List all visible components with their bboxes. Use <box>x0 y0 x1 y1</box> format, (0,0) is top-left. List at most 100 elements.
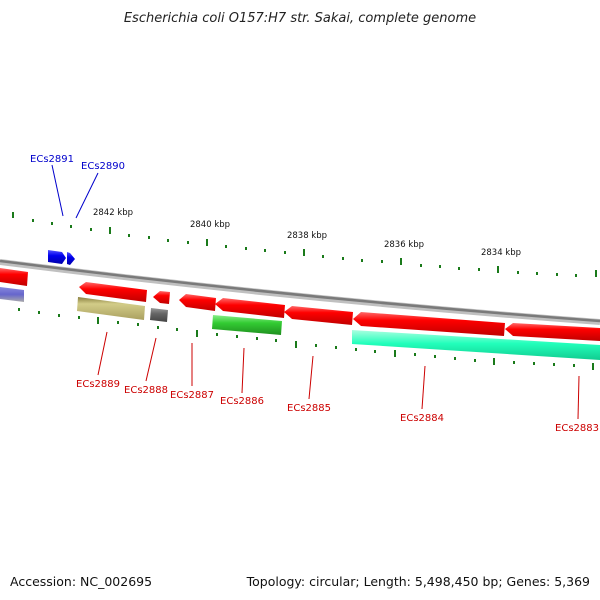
minor-tick <box>575 274 577 277</box>
inner-tick-ring <box>18 308 594 370</box>
gene-label-ECs2888[interactable]: ECs2888 <box>124 385 168 396</box>
gene-ECs2891-feature[interactable] <box>48 250 66 264</box>
minor-tick <box>18 308 20 311</box>
minor-tick <box>381 260 383 263</box>
major-tick <box>303 249 305 256</box>
teal-feature[interactable] <box>352 330 600 360</box>
minor-tick <box>536 272 538 275</box>
forward-strand-genes <box>48 250 75 265</box>
olive-feature[interactable] <box>77 297 145 320</box>
minor-tick <box>32 219 34 222</box>
genome-summary-text: Topology: circular; Length: 5,498,450 bp… <box>246 574 590 589</box>
minor-tick <box>236 335 238 338</box>
leader-line <box>577 375 580 420</box>
major-tick <box>595 270 597 277</box>
reverse-strand-cds <box>0 268 600 341</box>
major-tick <box>592 363 594 370</box>
leader-line <box>97 331 108 376</box>
minor-tick <box>478 268 480 271</box>
kbp-label: 2834 kbp <box>481 248 521 258</box>
minor-tick <box>420 264 422 267</box>
minor-tick <box>38 311 40 314</box>
minor-tick <box>315 344 317 347</box>
leader-line <box>421 365 426 410</box>
gene-label-ECs2887[interactable]: ECs2887 <box>170 390 214 401</box>
kbp-label: 2836 kbp <box>384 240 424 250</box>
kbp-label: 2838 kbp <box>287 231 327 241</box>
major-tick <box>206 239 208 246</box>
major-tick <box>196 330 198 337</box>
major-tick <box>109 227 111 234</box>
minor-tick <box>117 321 119 324</box>
minor-tick <box>275 339 277 342</box>
genome-backbone-core <box>0 259 600 323</box>
page-title: Escherichia coli O157:H7 str. Sakai, com… <box>124 11 476 26</box>
gene-label-ECs2884[interactable]: ECs2884 <box>400 413 444 424</box>
leader-line <box>75 172 99 219</box>
minor-tick <box>256 337 258 340</box>
cds-ECs2885-feature[interactable] <box>284 306 353 325</box>
major-tick <box>12 212 14 218</box>
minor-tick <box>513 361 515 364</box>
major-tick <box>295 341 297 348</box>
gene-label-ECs2886[interactable]: ECs2886 <box>220 396 264 407</box>
cds-ECs2887-feature[interactable] <box>179 294 216 311</box>
cds-ECs2886-feature[interactable] <box>215 298 285 318</box>
minor-tick <box>51 222 53 225</box>
minor-tick <box>58 314 60 317</box>
minor-tick <box>458 267 460 270</box>
other-features <box>0 287 600 360</box>
minor-tick <box>322 255 324 258</box>
outer-tick-ring <box>12 212 597 277</box>
gene-label-ECs2889[interactable]: ECs2889 <box>76 379 120 390</box>
minor-tick <box>439 265 441 268</box>
minor-tick <box>264 249 266 252</box>
minor-tick <box>216 333 218 336</box>
cds-feature[interactable] <box>0 268 28 286</box>
bottom-label-leaders <box>97 331 580 420</box>
leader-line <box>51 164 64 217</box>
kbp-label: 2840 kbp <box>190 220 230 230</box>
minor-tick <box>70 225 72 228</box>
major-tick <box>493 358 495 365</box>
gene-ECs2890-feature[interactable] <box>67 252 75 265</box>
cds-ECs2884-feature[interactable] <box>353 312 505 336</box>
top-label-leaders <box>51 164 99 219</box>
minor-tick <box>157 326 159 329</box>
gene-label-ECs2891[interactable]: ECs2891 <box>30 154 74 165</box>
purple-feature[interactable] <box>0 287 24 302</box>
cds-ECs2888-feature[interactable] <box>153 291 170 304</box>
minor-tick <box>137 323 139 326</box>
major-tick <box>497 266 499 273</box>
green-feature[interactable] <box>212 315 282 335</box>
major-tick <box>97 317 99 324</box>
minor-tick <box>342 257 344 260</box>
leader-line <box>308 355 314 400</box>
accession-text: Accession: NC_002695 <box>10 574 152 589</box>
minor-tick <box>128 234 130 237</box>
minor-tick <box>90 228 92 231</box>
minor-tick <box>355 348 357 351</box>
minor-tick <box>573 364 575 367</box>
minor-tick <box>167 239 169 242</box>
minor-tick <box>176 328 178 331</box>
minor-tick <box>553 363 555 366</box>
minor-tick <box>517 271 519 274</box>
gene-label-ECs2885[interactable]: ECs2885 <box>287 403 331 414</box>
minor-tick <box>414 353 416 356</box>
minor-tick <box>335 346 337 349</box>
minor-tick <box>474 359 476 362</box>
major-tick <box>394 350 396 357</box>
gray-feature[interactable] <box>150 308 168 322</box>
minor-tick <box>374 350 376 353</box>
cds-ECs2889-feature[interactable] <box>79 282 147 302</box>
gene-label-ECs2883[interactable]: ECs2883 <box>555 423 599 434</box>
leader-line <box>145 337 157 382</box>
cds-ECs2883-feature[interactable] <box>505 323 600 341</box>
kbp-label: 2842 kbp <box>93 208 133 218</box>
minor-tick <box>533 362 535 365</box>
gene-label-ECs2890[interactable]: ECs2890 <box>81 161 125 172</box>
minor-tick <box>187 241 189 244</box>
